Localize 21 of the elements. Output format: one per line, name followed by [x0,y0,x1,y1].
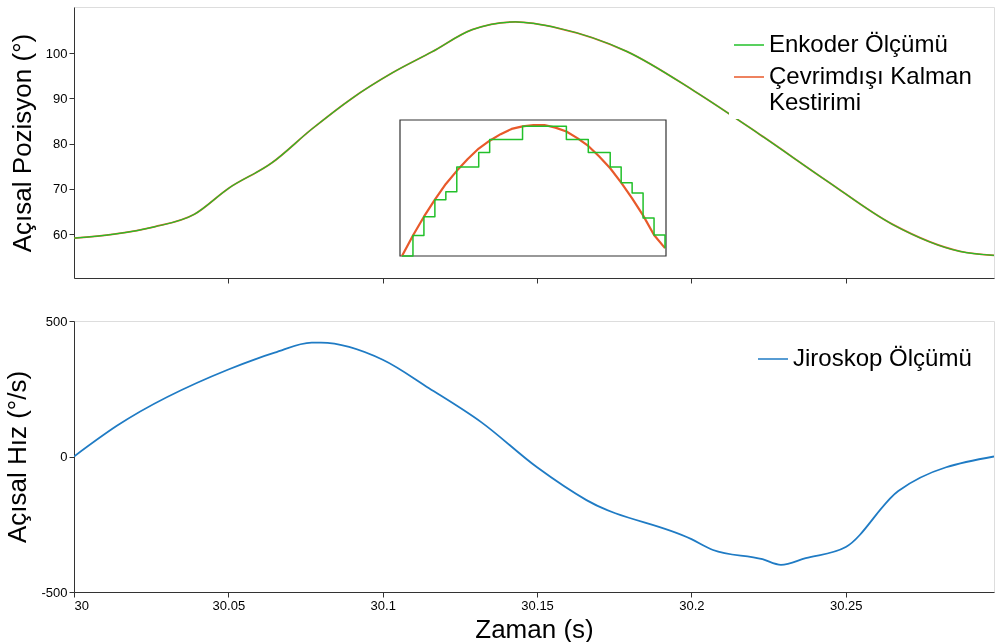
x-tick-label: 30.1 [370,597,396,613]
y-tick-label: 500 [45,313,68,329]
y-tick-label: 60 [53,226,68,242]
y-tick-label: 70 [53,181,68,197]
y-tick-label: 90 [53,90,68,106]
legend-label: Enkoder Ölçümü [769,30,948,57]
legend-label: Çevrimdışı Kalman Kestirimi [769,62,972,115]
y-axis-title: Açısal Pozisyon (°) [6,33,37,253]
y-tick-label: 0 [60,449,68,464]
line-series [74,341,994,566]
y-tick-label: 80 [53,136,68,152]
y-tick-label: -500 [41,584,68,600]
x-axis-title: Zaman (s) [475,613,594,642]
x-tick-label: 30 [74,597,89,613]
x-tick-label: 30.2 [679,597,705,613]
x-tick-label: 30.15 [521,597,554,613]
legend-label: Jiroskop Ölçümü [793,344,972,371]
y-tick-label: 100 [45,45,68,61]
x-tick-label: 30.05 [212,597,246,613]
x-tick-label: 30.25 [830,597,863,613]
y-axis-title: Açısal Hız (°/s) [2,370,33,544]
